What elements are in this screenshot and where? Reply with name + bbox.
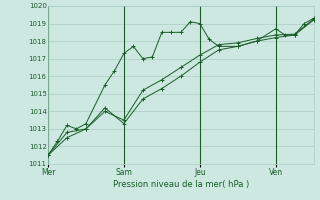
X-axis label: Pression niveau de la mer( hPa ): Pression niveau de la mer( hPa ) [113, 180, 249, 189]
